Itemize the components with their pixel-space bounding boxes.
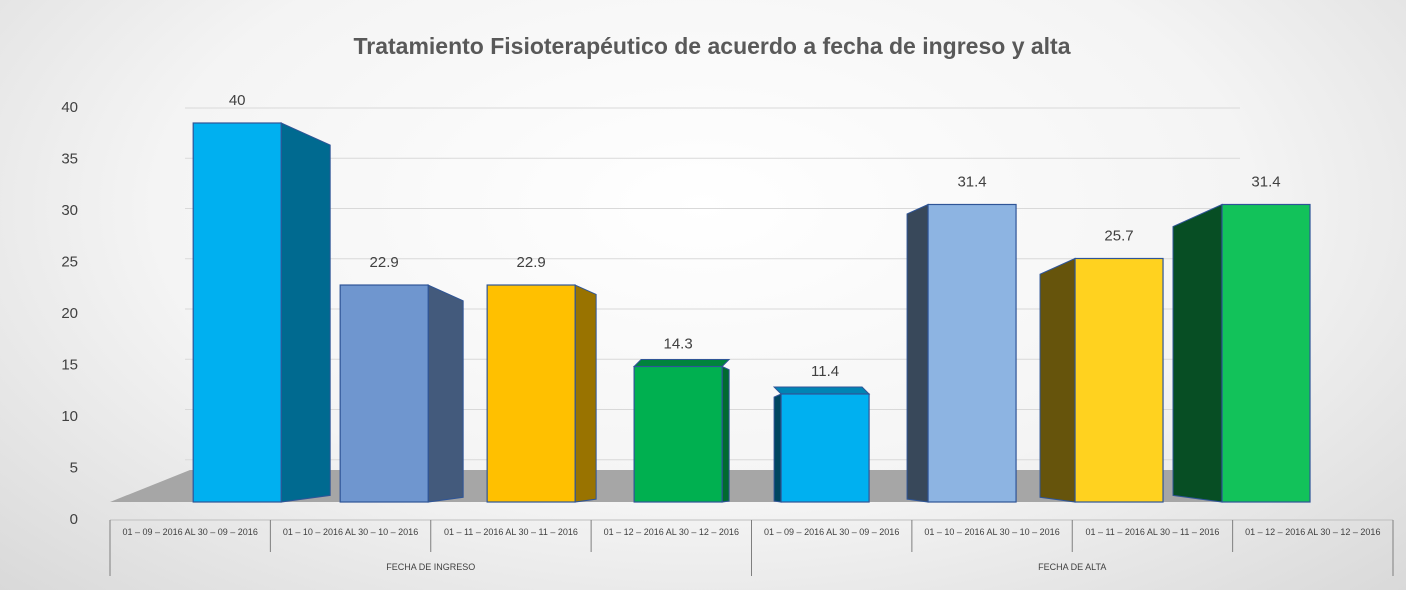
value-label: 11.4 <box>811 363 839 380</box>
y-tick-label: 15 <box>61 356 78 373</box>
y-tick-label: 0 <box>70 511 78 528</box>
bar <box>633 365 723 503</box>
group-label: FECHA DE INGRESO <box>386 562 476 572</box>
bar-side <box>1172 203 1223 503</box>
bar <box>486 284 576 503</box>
y-tick-label: 40 <box>61 99 78 116</box>
bar-group <box>632 359 731 503</box>
bar-top <box>632 359 731 368</box>
bar <box>927 203 1017 503</box>
y-tick-label: 10 <box>61 408 78 425</box>
y-tick-label: 35 <box>61 150 78 167</box>
bar <box>192 122 282 503</box>
bar-group <box>192 122 331 503</box>
value-label: 31.4 <box>957 173 986 190</box>
x-tick-label: 01 – 12 – 2016 AL 30 – 12 – 2016 <box>1245 527 1381 537</box>
x-tick-label: 01 – 11 – 2016 AL 30 – 11 – 2016 <box>1085 527 1220 537</box>
bar-top <box>772 386 871 395</box>
y-tick-label: 30 <box>61 202 78 219</box>
value-label: 14.3 <box>664 335 693 352</box>
value-label: 25.7 <box>1104 227 1133 244</box>
bar-group <box>772 386 871 503</box>
value-label: 22.9 <box>370 254 399 271</box>
y-tick-label: 5 <box>70 459 78 476</box>
bar-group <box>906 203 1017 503</box>
x-tick-label: 01 – 12 – 2016 AL 30 – 12 – 2016 <box>603 527 739 537</box>
bar-side <box>280 122 331 503</box>
bar-side <box>906 203 929 503</box>
bar-side <box>427 284 464 503</box>
bar-group <box>339 284 464 503</box>
x-tick-label: 01 – 09 – 2016 AL 30 – 09 – 2016 <box>122 527 258 537</box>
bar-side <box>721 365 730 503</box>
bar <box>1221 203 1311 503</box>
y-tick-label: 20 <box>61 305 78 322</box>
group-label: FECHA DE ALTA <box>1038 562 1107 572</box>
x-tick-label: 01 – 11 – 2016 AL 30 – 11 – 2016 <box>443 527 578 537</box>
value-label: 31.4 <box>1251 173 1280 190</box>
bar-side <box>574 284 597 503</box>
bar-group <box>1172 203 1311 503</box>
bar-group <box>486 284 597 503</box>
bar <box>1074 257 1164 503</box>
bar-side <box>773 393 782 503</box>
x-tick-label: 01 – 10 – 2016 AL 30 – 10 – 2016 <box>924 527 1060 537</box>
value-label: 22.9 <box>517 254 546 271</box>
y-tick-label: 25 <box>61 253 78 270</box>
chart-title: Tratamiento Fisioterapéutico de acuerdo … <box>353 33 1070 59</box>
bar <box>780 393 870 503</box>
x-tick-label: 01 – 10 – 2016 AL 30 – 10 – 2016 <box>282 527 419 537</box>
bar-side <box>1039 257 1076 503</box>
bar-group <box>1039 257 1164 503</box>
value-label: 40 <box>229 92 246 109</box>
bar <box>339 284 429 503</box>
x-tick-label: 01 – 09 – 2016 AL 30 – 09 – 2016 <box>764 527 900 537</box>
